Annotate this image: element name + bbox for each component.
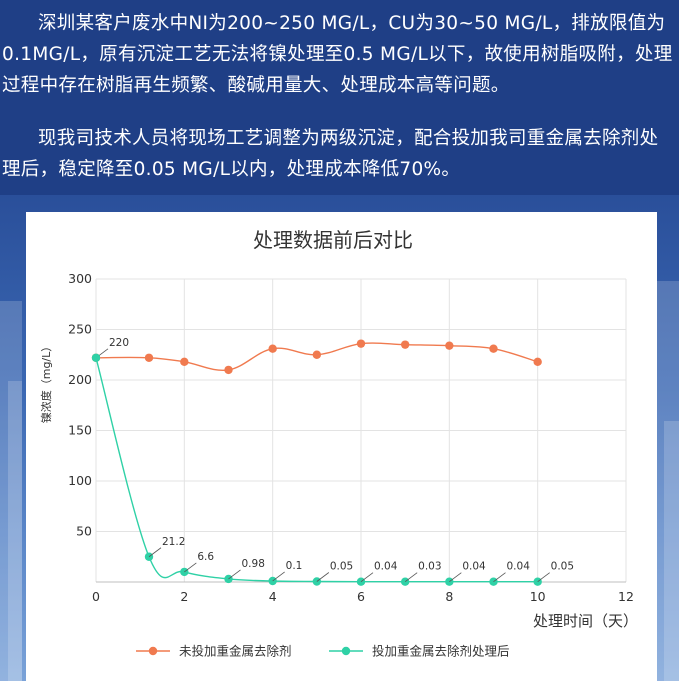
- data-point: [268, 344, 277, 353]
- x-axis-ticks: 0 2 4 6 8 10 12: [92, 589, 634, 604]
- background-building: [0, 301, 22, 681]
- y-tick-label: 150: [68, 423, 92, 438]
- data-point: [224, 365, 233, 375]
- legend-label: 未投加重金属去除剂: [179, 644, 292, 659]
- data-point: [400, 577, 410, 586]
- x-tick-label: 8: [445, 589, 453, 604]
- y-tick-label: 200: [68, 372, 92, 387]
- intro-text: 深圳某客户废水中NI为200~250 MG/L，CU为30~50 MG/L，排放…: [0, 8, 679, 207]
- data-label: 0.05: [551, 561, 574, 573]
- y-axis-ticks: 50 100 150 200 250 300: [68, 271, 92, 539]
- data-point: [533, 357, 542, 367]
- legend-marker: [148, 646, 158, 656]
- x-tick-label: 6: [357, 589, 365, 604]
- data-label: 0.03: [418, 561, 441, 573]
- data-label-leader: [316, 572, 330, 582]
- data-label: 0.04: [374, 561, 398, 573]
- data-point: [312, 577, 322, 586]
- chart-card: 处理数据前后对比 50 100 150 200 250 300 0 2 4 6 8 10 12 镍浓度…: [26, 212, 657, 681]
- line-chart: 处理数据前后对比 50 100 150 200 250 300 0 2 4 6 8 10 12 镍浓度…: [39, 228, 638, 659]
- data-label-leader: [449, 572, 462, 583]
- data-label-leader: [228, 569, 241, 580]
- legend-label: 投加重金属去除剂处理后: [372, 644, 510, 659]
- data-point: [445, 577, 454, 586]
- x-tick-label: 2: [180, 589, 188, 604]
- legend-marker: [341, 646, 351, 656]
- intro-paragraph-1: 深圳某客户废水中NI为200~250 MG/L，CU为30~50 MG/L，排放…: [2, 13, 673, 96]
- x-tick-label: 4: [269, 589, 277, 604]
- data-label: 220: [109, 337, 129, 349]
- data-label-leader: [404, 572, 418, 583]
- intro-paragraph-2: 现我司技术人员将现场工艺调整为两级沉淀，配合投加我司重金属去除剂处理后，稳定降至…: [2, 128, 659, 180]
- data-label-leader: [184, 562, 197, 573]
- data-label-leader: [360, 572, 374, 583]
- chart-series: 220 21.2 6.6 0.98 0.1 0.05 0.04 0.03 0.04 0.04 0.0…: [91, 337, 574, 586]
- data-point: [356, 339, 366, 348]
- data-label: 0.04: [507, 561, 531, 573]
- data-point: [144, 353, 154, 362]
- x-tick-label: 10: [530, 589, 546, 604]
- data-point: [91, 353, 101, 362]
- data-label: 0.98: [242, 558, 265, 570]
- data-point: [180, 357, 189, 367]
- y-tick-label: 50: [76, 524, 92, 539]
- data-label: 0.04: [462, 561, 486, 573]
- data-label-leader: [493, 572, 506, 583]
- data-label: 0.05: [330, 560, 353, 572]
- data-label-leader: [537, 572, 550, 583]
- y-tick-label: 250: [68, 322, 92, 337]
- data-point: [445, 341, 454, 350]
- x-tick-label: 12: [618, 589, 634, 604]
- data-point: [312, 350, 322, 359]
- y-tick-label: 300: [68, 271, 92, 286]
- data-label: 6.6: [197, 551, 214, 563]
- background-building: [8, 381, 22, 681]
- x-tick-label: 0: [92, 589, 100, 604]
- background-building: [664, 421, 679, 681]
- data-label: 0.1: [286, 560, 303, 572]
- chart-grid: [95, 278, 627, 583]
- y-tick-label: 100: [68, 473, 92, 488]
- chart-legend: 未投加重金属去除剂 投加重金属去除剂处理后: [136, 644, 510, 659]
- x-axis-title: 处理时间（天）: [533, 612, 638, 630]
- data-point: [400, 340, 410, 349]
- chart-title: 处理数据前后对比: [253, 228, 413, 252]
- background-building: [657, 281, 679, 681]
- y-axis-title: 镍浓度（mg/L）: [39, 341, 53, 424]
- series-line: [95, 357, 538, 583]
- data-label-leader: [148, 547, 162, 558]
- data-point: [489, 344, 498, 353]
- data-point: [533, 577, 542, 586]
- data-label-leader: [272, 571, 285, 582]
- data-label: 21.2: [162, 536, 185, 548]
